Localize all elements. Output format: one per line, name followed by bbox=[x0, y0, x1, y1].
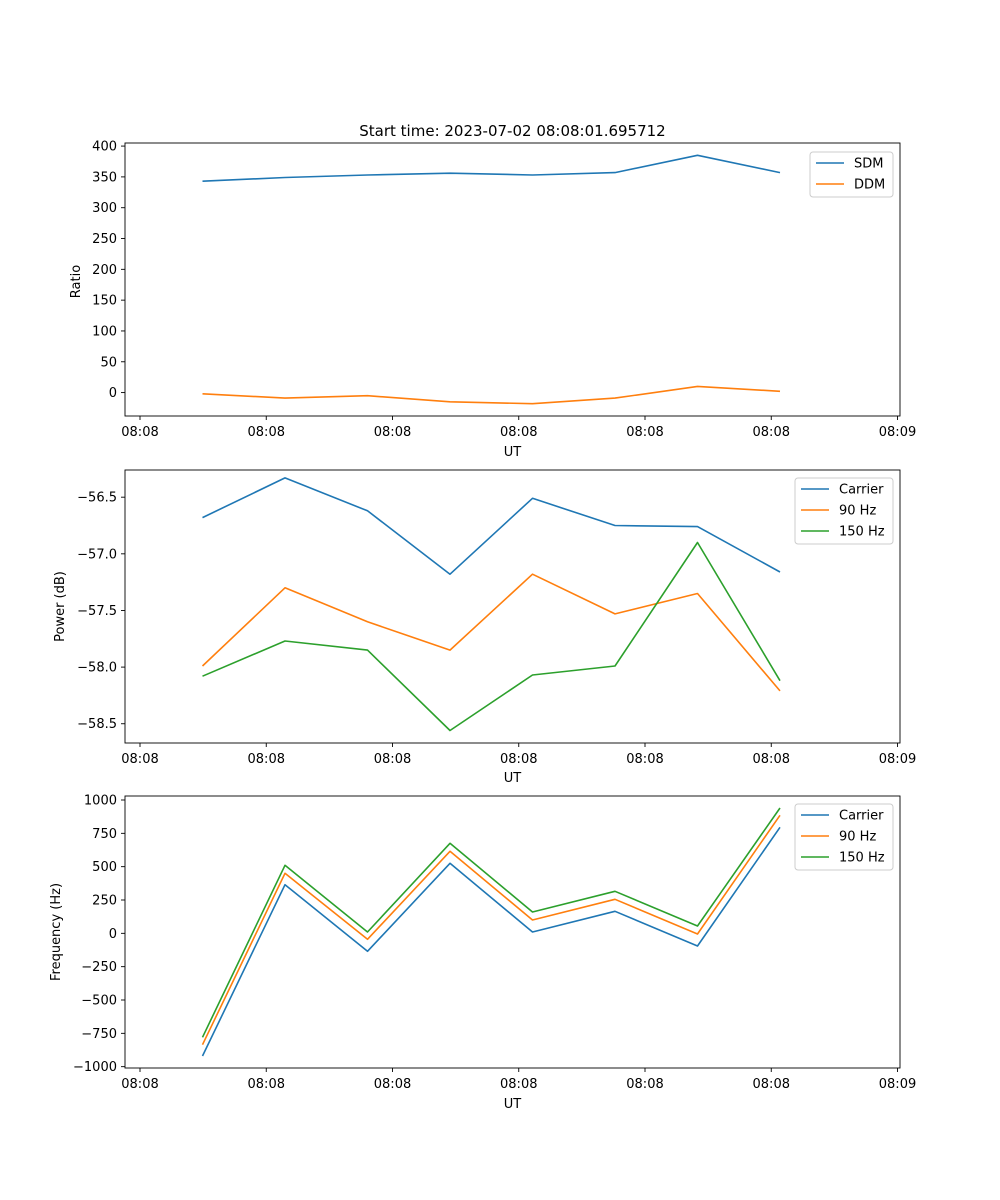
x-tick-label: 08:09 bbox=[879, 752, 916, 767]
x-tick-label: 08:08 bbox=[753, 752, 790, 767]
plot-frame bbox=[124, 142, 901, 417]
legend-label: Carrier bbox=[839, 809, 884, 824]
y-tick-label: 400 bbox=[92, 140, 117, 155]
legend: SDM DDM bbox=[809, 151, 894, 198]
y-tick-label: 250 bbox=[92, 894, 117, 909]
series-line-sdm bbox=[202, 154, 781, 182]
y-tick-label: 150 bbox=[92, 294, 117, 309]
power-panel: UT Power (dB) 08:08 08:08 08:08 08:08 08:08 0… bbox=[53, 469, 916, 786]
x-tick-label: 08:08 bbox=[374, 1077, 411, 1092]
legend-label: 150 Hz bbox=[839, 851, 885, 866]
y-tick-label: 200 bbox=[92, 263, 117, 278]
legend: Carrier 90 Hz 150 Hz bbox=[794, 803, 894, 871]
legend-label: 150 Hz bbox=[839, 525, 885, 540]
y-axis-label: Frequency (Hz) bbox=[49, 883, 64, 981]
chart-title: Start time: 2023-07-02 08:08:01.695712 bbox=[359, 122, 665, 140]
y-tick-label: 50 bbox=[100, 355, 117, 370]
y-tick-label: 100 bbox=[92, 324, 117, 339]
x-tick-label: 08:08 bbox=[121, 1077, 158, 1092]
series-line-150-hz bbox=[201, 807, 781, 1038]
legend-label: Carrier bbox=[839, 483, 884, 498]
x-tick-label: 08:08 bbox=[374, 752, 411, 767]
y-tick-label: 750 bbox=[92, 827, 117, 842]
legend: Carrier 90 Hz 150 Hz bbox=[794, 477, 894, 545]
x-tick-label: 08:08 bbox=[374, 425, 411, 440]
frequency-panel: UT Frequency (Hz) 08:08 08:08 08:08 08:08 08… bbox=[49, 794, 916, 1113]
y-axis-label: Ratio bbox=[69, 265, 84, 298]
plot-frame bbox=[124, 469, 901, 744]
y-tick-label: 250 bbox=[92, 232, 117, 247]
x-tick-label: 08:08 bbox=[121, 425, 158, 440]
y-tick-label: −750 bbox=[81, 1027, 117, 1042]
legend-box bbox=[794, 477, 894, 545]
legend-label: 90 Hz bbox=[839, 830, 876, 845]
x-tick-label: 08:08 bbox=[248, 752, 285, 767]
series-line-carrier bbox=[201, 826, 781, 1057]
y-tick-label: −58.5 bbox=[77, 717, 117, 732]
y-tick-label: −57.5 bbox=[77, 604, 117, 619]
x-tick-label: 08:08 bbox=[626, 752, 663, 767]
x-axis-label: UT bbox=[504, 1097, 522, 1112]
series-line-ddm bbox=[202, 385, 781, 405]
y-tick-label: −58.0 bbox=[77, 661, 117, 676]
x-axis-label: UT bbox=[504, 445, 522, 460]
x-tick-label: 08:08 bbox=[626, 1077, 663, 1092]
y-tick-label: −500 bbox=[81, 994, 117, 1009]
x-tick-label: 08:08 bbox=[500, 1077, 537, 1092]
x-tick-label: 08:09 bbox=[879, 1077, 916, 1092]
x-tick-label: 08:09 bbox=[879, 425, 916, 440]
x-tick-label: 08:08 bbox=[753, 425, 790, 440]
y-axis-label: Power (dB) bbox=[53, 571, 68, 642]
legend-label: 90 Hz bbox=[839, 504, 876, 519]
y-tick-label: −1000 bbox=[73, 1060, 117, 1075]
x-tick-label: 08:08 bbox=[248, 1077, 285, 1092]
legend-box bbox=[794, 803, 894, 871]
series-line-carrier bbox=[202, 477, 781, 576]
y-tick-label: 1000 bbox=[84, 794, 117, 809]
y-tick-label: 350 bbox=[92, 170, 117, 185]
x-axis-label: UT bbox=[504, 771, 522, 786]
y-tick-label: −57.0 bbox=[77, 547, 117, 562]
legend-label: DDM bbox=[854, 178, 885, 193]
y-tick-label: 0 bbox=[109, 927, 117, 942]
x-tick-label: 08:08 bbox=[500, 425, 537, 440]
x-tick-label: 08:08 bbox=[753, 1077, 790, 1092]
y-tick-label: −56.5 bbox=[77, 491, 117, 506]
y-tick-label: 300 bbox=[92, 201, 117, 216]
plot-frame bbox=[124, 795, 901, 1069]
legend-label: SDM bbox=[854, 157, 883, 172]
x-tick-label: 08:08 bbox=[500, 752, 537, 767]
x-tick-label: 08:08 bbox=[626, 425, 663, 440]
ratio-panel: UT Ratio 08:08 08:08 08:08 08:08 08:08 08:08 0… bbox=[69, 140, 916, 460]
series-line-90-hz bbox=[201, 814, 781, 1046]
series-line-150-hz bbox=[202, 541, 781, 732]
x-tick-label: 08:08 bbox=[121, 752, 158, 767]
y-tick-label: −250 bbox=[81, 960, 117, 975]
x-tick-label: 08:08 bbox=[248, 425, 285, 440]
y-tick-label: 500 bbox=[92, 860, 117, 875]
y-tick-label: 0 bbox=[109, 386, 117, 401]
series-line-90-hz bbox=[201, 573, 781, 692]
